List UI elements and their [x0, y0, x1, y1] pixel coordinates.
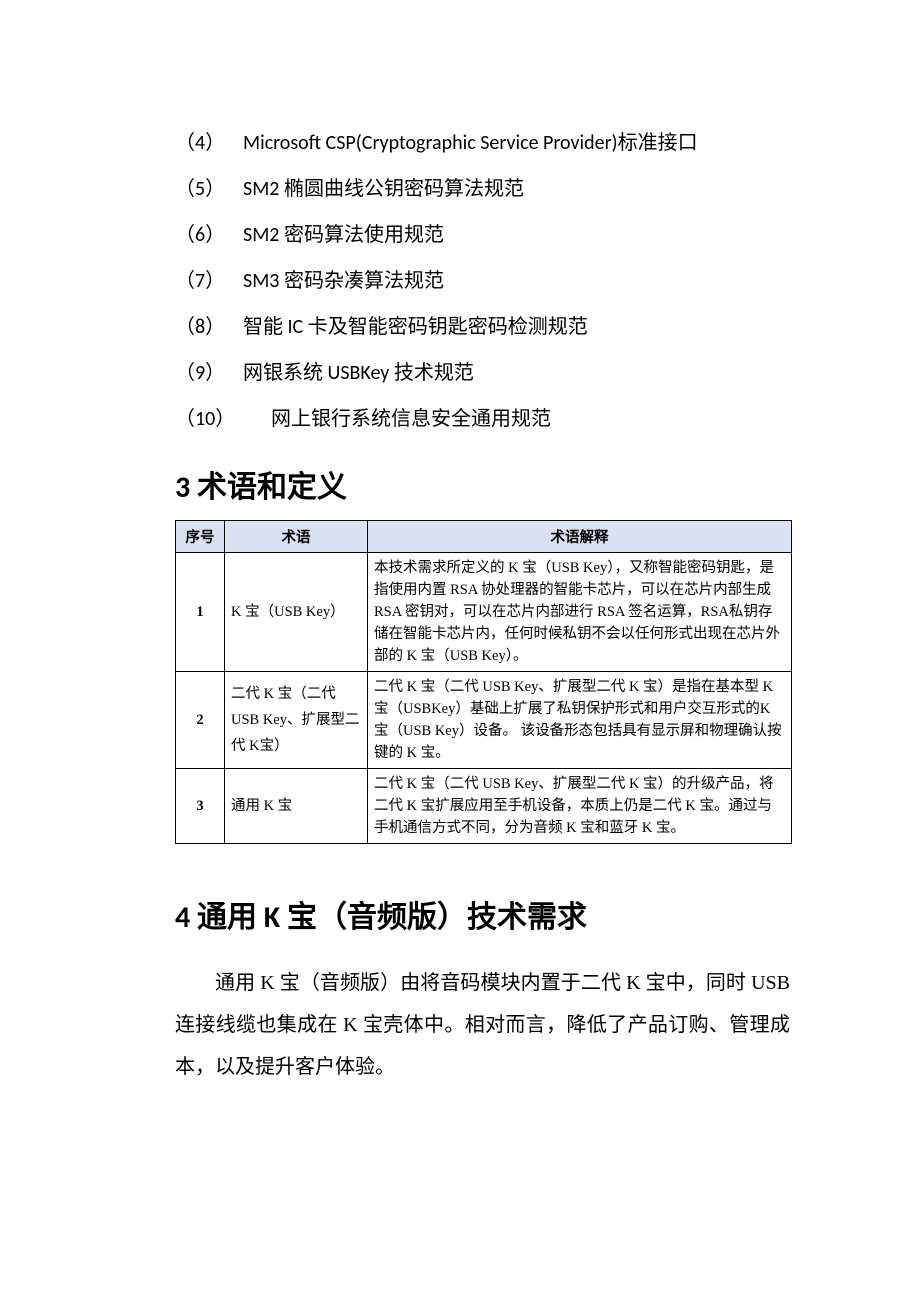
- list-item-num: （4）: [175, 120, 243, 166]
- terms-table: 序号 术语 术语解释 1 K 宝（USB Key） 本技术需求所定义的 K 宝（…: [175, 520, 792, 844]
- list-item: （5）SM2 椭圆曲线公钥密码算法规范: [175, 166, 790, 212]
- list-item-text: 网银系统 USBKey 技术规范: [243, 361, 474, 385]
- list-item-text: 智能 IC 卡及智能密码钥匙密码检测规范: [243, 315, 588, 339]
- list-item-text: 网上银行系统信息安全通用规范: [271, 407, 551, 431]
- section-heading-terms: 3 术语和定义: [175, 462, 790, 506]
- list-item-num: （7）: [175, 258, 243, 304]
- table-cell-index: 1: [176, 553, 225, 672]
- section4-paragraph: 通用 K 宝（音频版）由将音码模块内置于二代 K 宝中，同时 USB 连接线缆也…: [175, 962, 790, 1088]
- list-item-num: （6）: [175, 212, 243, 258]
- reference-list: （4）Microsoft CSP(Cryptographic Service P…: [175, 120, 790, 442]
- list-item: （8）智能 IC 卡及智能密码钥匙密码检测规范: [175, 304, 790, 350]
- table-header-cell: 序号: [176, 521, 225, 553]
- section-heading-requirements: 4 通用 K 宝（音频版）技术需求: [175, 892, 790, 936]
- list-item-num: （9）: [175, 350, 243, 396]
- list-item: （9）网银系统 USBKey 技术规范: [175, 350, 790, 396]
- list-item: （6）SM2 密码算法使用规范: [175, 212, 790, 258]
- table-row: 2 二代 K 宝（二代 USB Key、扩展型二代 K宝） 二代 K 宝（二代 …: [176, 672, 792, 769]
- table-row: 3 通用 K 宝 二代 K 宝（二代 USB Key、扩展型二代 K 宝）的升级…: [176, 769, 792, 844]
- list-item-text: SM2 椭圆曲线公钥密码算法规范: [243, 177, 524, 201]
- table-cell-index: 2: [176, 672, 225, 769]
- table-cell-desc: 二代 K 宝（二代 USB Key、扩展型二代 K 宝）的升级产品，将二代 K …: [368, 769, 792, 844]
- list-item-num: （8）: [175, 304, 243, 350]
- table-cell-desc: 二代 K 宝（二代 USB Key、扩展型二代 K 宝）是指在基本型 K宝（US…: [368, 672, 792, 769]
- table-cell-desc: 本技术需求所定义的 K 宝（USB Key），又称智能密码钥匙，是指使用内置 R…: [368, 553, 792, 672]
- table-header-row: 序号 术语 术语解释: [176, 521, 792, 553]
- table-cell-term: 通用 K 宝: [225, 769, 368, 844]
- table-cell-index: 3: [176, 769, 225, 844]
- list-item-text: SM2 密码算法使用规范: [243, 223, 444, 247]
- list-item: （10）网上银行系统信息安全通用规范: [175, 396, 790, 442]
- document-page: （4）Microsoft CSP(Cryptographic Service P…: [0, 0, 920, 1302]
- table-row: 1 K 宝（USB Key） 本技术需求所定义的 K 宝（USB Key），又称…: [176, 553, 792, 672]
- list-item-num: （5）: [175, 166, 243, 212]
- list-item: （7）SM3 密码杂凑算法规范: [175, 258, 790, 304]
- list-item-text: SM3 密码杂凑算法规范: [243, 269, 444, 293]
- table-cell-term: 二代 K 宝（二代 USB Key、扩展型二代 K宝）: [225, 672, 368, 769]
- list-item-num: （10）: [175, 396, 271, 442]
- list-item: （4）Microsoft CSP(Cryptographic Service P…: [175, 120, 790, 166]
- table-cell-term: K 宝（USB Key）: [225, 553, 368, 672]
- table-header-cell: 术语: [225, 521, 368, 553]
- list-item-text: Microsoft CSP(Cryptographic Service Prov…: [243, 131, 698, 155]
- table-header-cell: 术语解释: [368, 521, 792, 553]
